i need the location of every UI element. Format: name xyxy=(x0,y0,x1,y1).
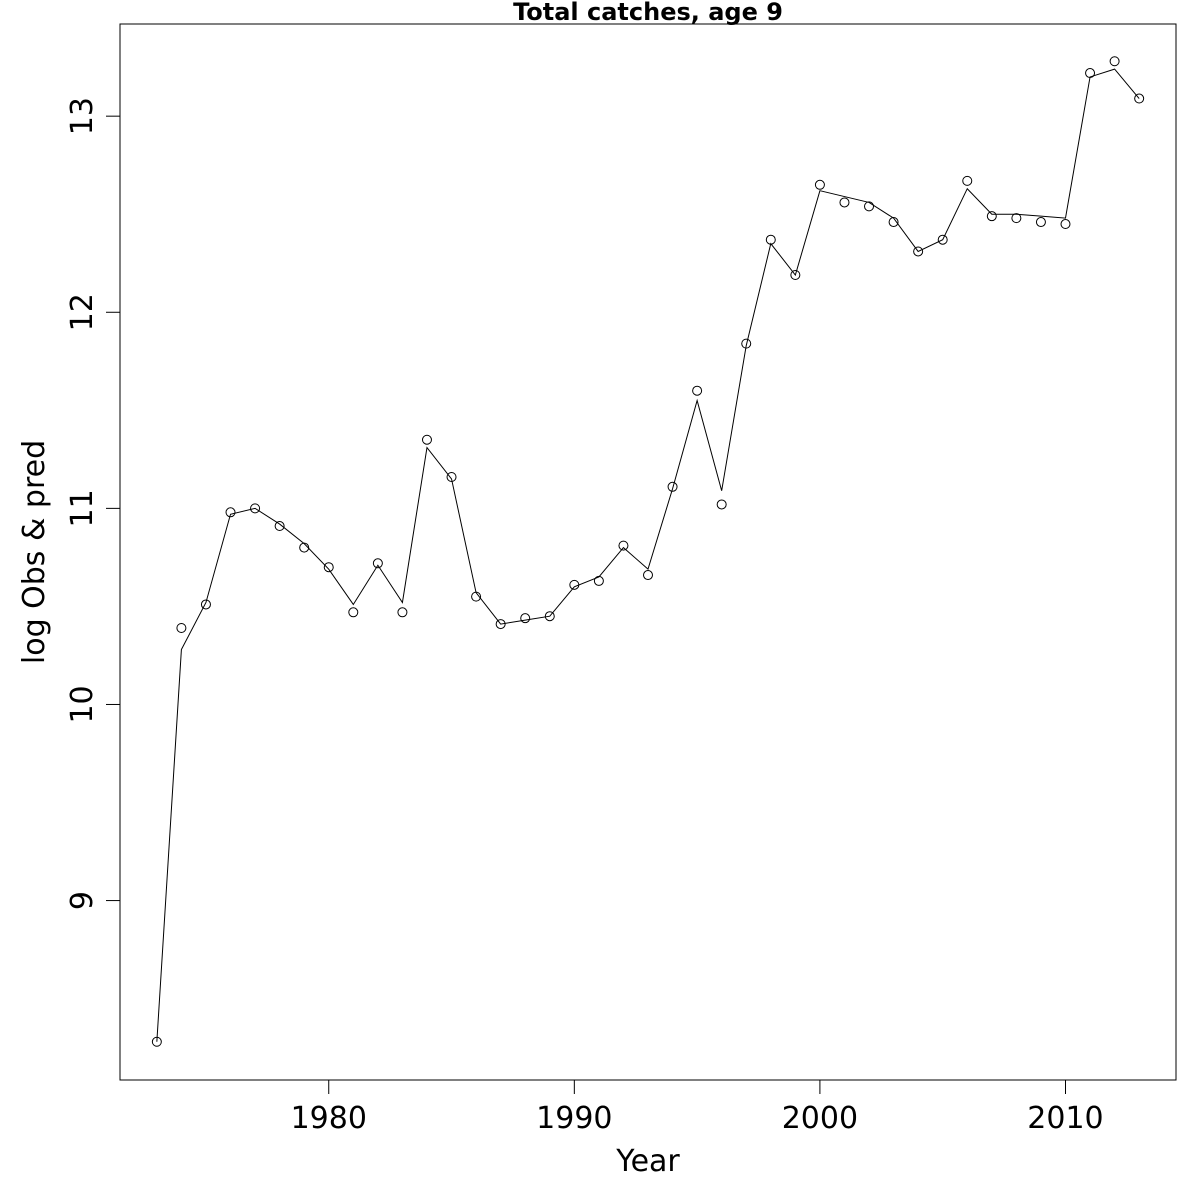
x-tick-label: 2000 xyxy=(782,1101,858,1136)
observed-point xyxy=(176,622,187,633)
observed-point xyxy=(569,579,580,590)
observed-point xyxy=(397,607,408,618)
observed-point xyxy=(372,558,383,569)
observed-point xyxy=(814,179,825,190)
observed-point xyxy=(1011,213,1022,224)
observed-point xyxy=(937,234,948,245)
observed-point xyxy=(446,471,457,482)
observed-point xyxy=(299,542,310,553)
y-axis-label: log Obs & pred xyxy=(17,440,52,664)
observed-point xyxy=(151,1036,162,1047)
predicted-line xyxy=(156,68,1140,1042)
observed-point xyxy=(1134,93,1145,104)
x-axis: 1980 1990 2000 2010 xyxy=(291,1079,1104,1136)
y-tick-label: 13 xyxy=(65,97,100,135)
plot-frame xyxy=(119,23,1177,1081)
observed-point xyxy=(1060,219,1071,230)
observed-point xyxy=(1035,217,1046,228)
observed-point xyxy=(1085,68,1096,79)
observed-point xyxy=(667,481,678,492)
chart-title: Total catches, age 9 xyxy=(513,0,783,26)
observed-point xyxy=(913,246,924,257)
y-tick-label: 9 xyxy=(65,891,100,910)
observed-point xyxy=(618,540,629,551)
observed-point xyxy=(520,613,531,624)
x-tick-label: 1990 xyxy=(536,1101,612,1136)
observed-point xyxy=(962,175,973,186)
observed-point xyxy=(544,611,555,622)
observed-point xyxy=(839,197,850,208)
predicted-series xyxy=(156,68,1140,1042)
y-axis: 9 10 11 12 13 xyxy=(65,97,121,910)
observed-point xyxy=(716,499,727,510)
observed-point xyxy=(323,562,334,573)
x-axis-label: Year xyxy=(615,1144,680,1179)
y-tick-label: 12 xyxy=(65,293,100,331)
observed-point xyxy=(593,575,604,586)
observed-point xyxy=(986,211,997,222)
observed-point xyxy=(864,201,875,212)
observed-point xyxy=(765,234,776,245)
observed-point xyxy=(741,338,752,349)
observed-series xyxy=(151,56,1145,1047)
observed-point xyxy=(495,619,506,630)
y-tick-label: 11 xyxy=(65,489,100,527)
observed-point xyxy=(643,570,653,581)
x-tick-label: 1980 xyxy=(291,1101,367,1136)
observed-point xyxy=(348,607,359,618)
y-tick-label: 10 xyxy=(65,685,100,723)
observed-point xyxy=(790,270,801,281)
observed-point xyxy=(471,591,482,602)
observed-point xyxy=(250,503,261,514)
observed-point xyxy=(421,434,432,445)
x-tick-label: 2010 xyxy=(1027,1101,1103,1136)
observed-point xyxy=(225,507,236,518)
observed-point xyxy=(1109,56,1120,67)
observed-point xyxy=(692,385,703,396)
observed-point xyxy=(200,599,211,610)
observed-point xyxy=(888,217,899,228)
observed-point xyxy=(274,521,285,532)
